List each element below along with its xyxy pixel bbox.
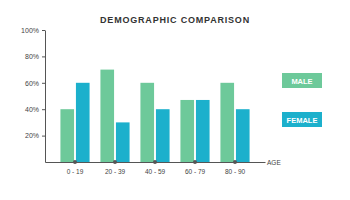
y-tick: 20% [25, 132, 45, 139]
legend: MALE FEMALE [282, 73, 322, 127]
y-tick-label: 60% [25, 80, 39, 87]
bar [220, 83, 234, 162]
legend-label: FEMALE [287, 116, 318, 125]
x-tick-label: 0 - 19 [67, 168, 84, 175]
y-axis-line [45, 31, 46, 163]
x-tick-label: 60 - 79 [185, 168, 206, 175]
title: DEMOGRAPHIC COMPARISON [100, 15, 250, 25]
bar [140, 83, 154, 162]
y-tick-label: 100% [21, 27, 39, 34]
y-tick-mark [42, 56, 45, 57]
bar [116, 122, 130, 162]
bars [60, 70, 249, 162]
x-tick-dot [153, 160, 157, 164]
x-tick-dot [233, 160, 237, 164]
y-axis: 20% 40% 60% 80% 100% [21, 27, 45, 163]
x-axis: 0 - 19 20 - 39 40 - 59 60 - 79 80 - 90 [46, 160, 266, 175]
y-tick: 80% [25, 53, 45, 60]
y-tick: 100% [21, 27, 45, 34]
bar [236, 109, 250, 162]
y-tick-mark [42, 136, 45, 137]
y-tick-mark [42, 109, 45, 110]
x-tick-label: 40 - 59 [145, 168, 166, 175]
y-tick-label: 20% [25, 132, 39, 139]
legend-swatch [282, 112, 322, 127]
y-tick-mark [42, 30, 45, 31]
y-tick-label: 40% [25, 106, 39, 113]
y-tick: 40% [25, 106, 45, 113]
x-tick-dot [113, 160, 117, 164]
bar [156, 109, 170, 162]
y-tick-mark [42, 83, 45, 84]
x-tick-dot [73, 160, 77, 164]
y-tick-label: 80% [25, 53, 39, 60]
bar [180, 100, 194, 162]
y-tick: 60% [25, 80, 45, 87]
x-tick: 40 - 59 [145, 160, 166, 175]
x-tick: 80 - 90 [225, 160, 246, 175]
x-tick: 20 - 39 [105, 160, 126, 175]
bar [60, 109, 74, 162]
bar [76, 83, 90, 162]
legend-label: MALE [291, 77, 312, 86]
bar [196, 100, 210, 162]
x-tick: 60 - 79 [185, 160, 206, 175]
bar [100, 70, 114, 162]
x-tick-label: 20 - 39 [105, 168, 126, 175]
legend-swatch [282, 73, 322, 88]
x-tick: 0 - 19 [67, 160, 84, 175]
chart: DEMOGRAPHIC COMPARISON 20% 40% 60% 80% 100% 0 … [0, 0, 350, 200]
x-axis-title: AGE [267, 159, 281, 166]
x-tick-label: 80 - 90 [225, 168, 246, 175]
x-tick-dot [193, 160, 197, 164]
